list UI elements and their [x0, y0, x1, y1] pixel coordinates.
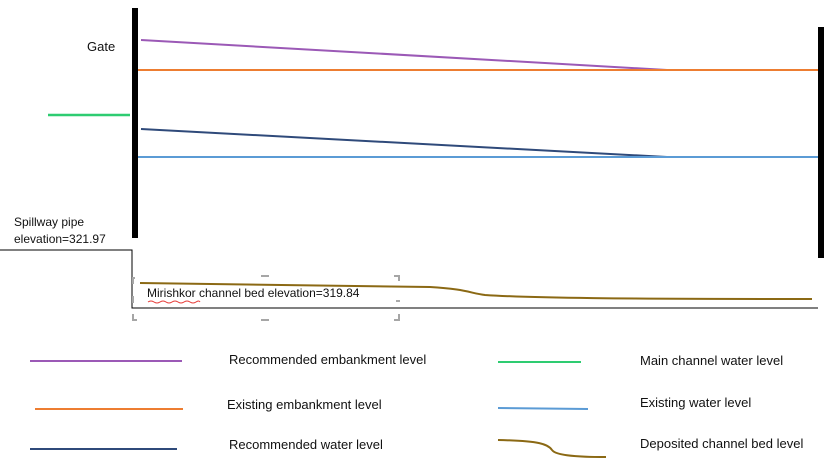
- legend-label-existing-embankment: Existing embankment level: [227, 397, 382, 412]
- legend-swatch-existing-water: [497, 407, 589, 410]
- spillway-label-line2: elevation=321.97: [14, 232, 106, 246]
- legend: Recommended embankment level Existing em…: [30, 352, 803, 458]
- spellcheck-underline: [147, 300, 201, 304]
- spillway-label-line1: Spillway pipe: [14, 215, 84, 229]
- legend-label-recommended-embankment: Recommended embankment level: [229, 352, 426, 367]
- legend-label-existing-water: Existing water level: [640, 395, 751, 410]
- textbox-selection-handles: [132, 275, 400, 321]
- gate-label: Gate: [87, 39, 115, 54]
- legend-label-recommended-water: Recommended water level: [229, 437, 383, 452]
- legend-label-main-channel-water: Main channel water level: [640, 353, 783, 368]
- deposited-bed-curve: [139, 282, 813, 300]
- legend-swatch-deposited-bed: [497, 439, 607, 458]
- channel-bed-label: Mirishkor channel bed elevation=319.84: [147, 286, 360, 300]
- legend-label-deposited-bed: Deposited channel bed level: [640, 436, 803, 451]
- recommended-embankment-line: [140, 39, 668, 71]
- recommended-water-line: [140, 128, 668, 158]
